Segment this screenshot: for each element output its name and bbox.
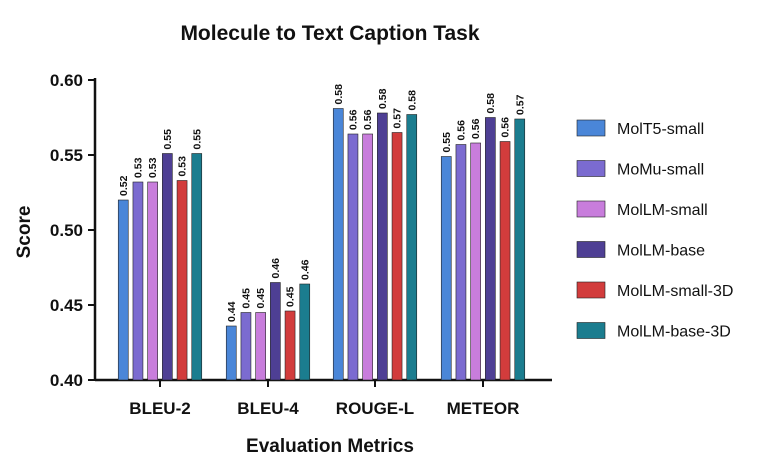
bar[interactable]	[499, 141, 511, 381]
data-label: 0.58	[333, 84, 345, 105]
bar[interactable]	[225, 325, 237, 381]
data-label: 0.58	[485, 93, 497, 114]
bar[interactable]	[362, 133, 373, 381]
y-tick-label: 0.55	[50, 146, 83, 165]
data-label: 0.53	[147, 157, 159, 178]
bar[interactable]	[377, 112, 388, 381]
bar[interactable]	[147, 181, 158, 381]
bar[interactable]	[240, 312, 252, 381]
legend: MolT5-small MoMu-small MolLM-small MolLM-ba…	[576, 119, 733, 341]
data-label: 0.57	[514, 94, 526, 115]
legend-label: MolLM-base-3D	[617, 324, 731, 341]
data-label: 0.58	[406, 90, 418, 111]
legend-swatch	[576, 119, 606, 137]
legend-label: MolT5-small	[617, 121, 704, 138]
data-label: 0.53	[132, 157, 144, 178]
legend-swatch	[576, 281, 606, 299]
bar[interactable]	[485, 117, 496, 381]
legend-swatch	[576, 241, 606, 258]
data-label: 0.56	[362, 109, 374, 130]
bar[interactable]	[284, 310, 296, 381]
y-tick-label: 0.60	[50, 71, 83, 90]
data-label: 0.55	[191, 129, 203, 150]
bar[interactable]	[299, 283, 311, 381]
y-tick-label: 0.50	[50, 221, 83, 240]
x-tick-label: BLEU-2	[129, 399, 190, 418]
legend-swatch	[576, 200, 606, 218]
x-tick-label: BLEU-4	[237, 399, 299, 418]
x-tick-label: METEOR	[447, 399, 520, 418]
bar[interactable]	[347, 133, 359, 381]
data-label: 0.55	[441, 132, 453, 153]
bar[interactable]	[332, 108, 344, 381]
y-axis-label: Score	[14, 206, 35, 259]
bar[interactable]	[514, 118, 526, 381]
data-label: 0.56	[470, 118, 482, 139]
legend-label: MolLM-small-3D	[617, 283, 733, 300]
legend-swatch	[576, 160, 606, 177]
bar[interactable]	[162, 153, 173, 381]
bar[interactable]	[455, 144, 467, 381]
bar[interactable]	[470, 142, 481, 381]
legend-label: MolLM-base	[617, 243, 705, 260]
data-label: 0.56	[455, 120, 467, 141]
data-label: 0.57	[392, 108, 404, 129]
bar[interactable]	[132, 181, 144, 381]
data-label: 0.56	[500, 117, 512, 138]
bar[interactable]	[391, 132, 403, 381]
y-tick-label: 0.45	[50, 296, 83, 315]
bar[interactable]	[440, 156, 452, 381]
legend-swatch	[576, 322, 606, 339]
legend-label: MoMu-small	[617, 162, 704, 179]
data-label: 0.45	[255, 288, 267, 309]
bar[interactable]	[255, 312, 266, 381]
data-label: 0.55	[162, 129, 174, 150]
data-label: 0.46	[299, 259, 311, 280]
data-label: 0.46	[270, 258, 282, 279]
x-tick-label: ROUGE-L	[336, 399, 414, 418]
bar[interactable]	[270, 282, 281, 381]
bar[interactable]	[176, 180, 188, 381]
data-label: 0.58	[377, 88, 389, 109]
y-tick-label: 0.40	[50, 371, 83, 390]
bar[interactable]	[117, 199, 129, 381]
legend-label: MolLM-small	[617, 202, 708, 219]
chart-title: Molecule to Text Caption Task	[180, 22, 479, 45]
x-axis-label: Evaluation Metrics	[246, 436, 414, 457]
data-label: 0.44	[226, 301, 238, 322]
data-label: 0.52	[118, 175, 130, 196]
bar[interactable]	[191, 153, 203, 381]
data-label: 0.53	[177, 156, 189, 177]
data-label: 0.45	[240, 288, 252, 309]
data-label: 0.56	[347, 109, 359, 130]
bar[interactable]	[406, 114, 418, 381]
data-label: 0.45	[285, 286, 297, 307]
